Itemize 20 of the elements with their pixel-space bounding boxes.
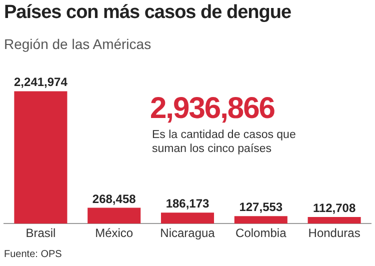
annotation: Es la cantidad de casos que suman los cinco países (152, 128, 297, 156)
x-tick-label: México (95, 226, 134, 240)
bar (234, 216, 288, 224)
bar (160, 212, 214, 224)
bar (88, 208, 141, 224)
chart-subtitle: Región de las Américas (4, 36, 152, 52)
x-tick-label: Colombia (236, 226, 287, 240)
chart-title: Países con más casos de dengue (4, 2, 292, 24)
data-label: 127,553 (239, 200, 283, 214)
bar (308, 216, 361, 224)
x-tick-label: Honduras (308, 226, 360, 240)
data-label: 112,708 (312, 200, 356, 215)
annotation: 2,936,866 (150, 92, 274, 126)
bar (14, 91, 68, 224)
data-label: 186,173 (166, 196, 210, 211)
source-note: Fuente: OPS (4, 249, 62, 260)
x-tick-label: Brasil (26, 226, 56, 240)
x-tick-label: Nicaragua (160, 226, 216, 240)
data-label: 268,458 (92, 192, 136, 206)
data-label: 2,241,974 (14, 75, 68, 90)
